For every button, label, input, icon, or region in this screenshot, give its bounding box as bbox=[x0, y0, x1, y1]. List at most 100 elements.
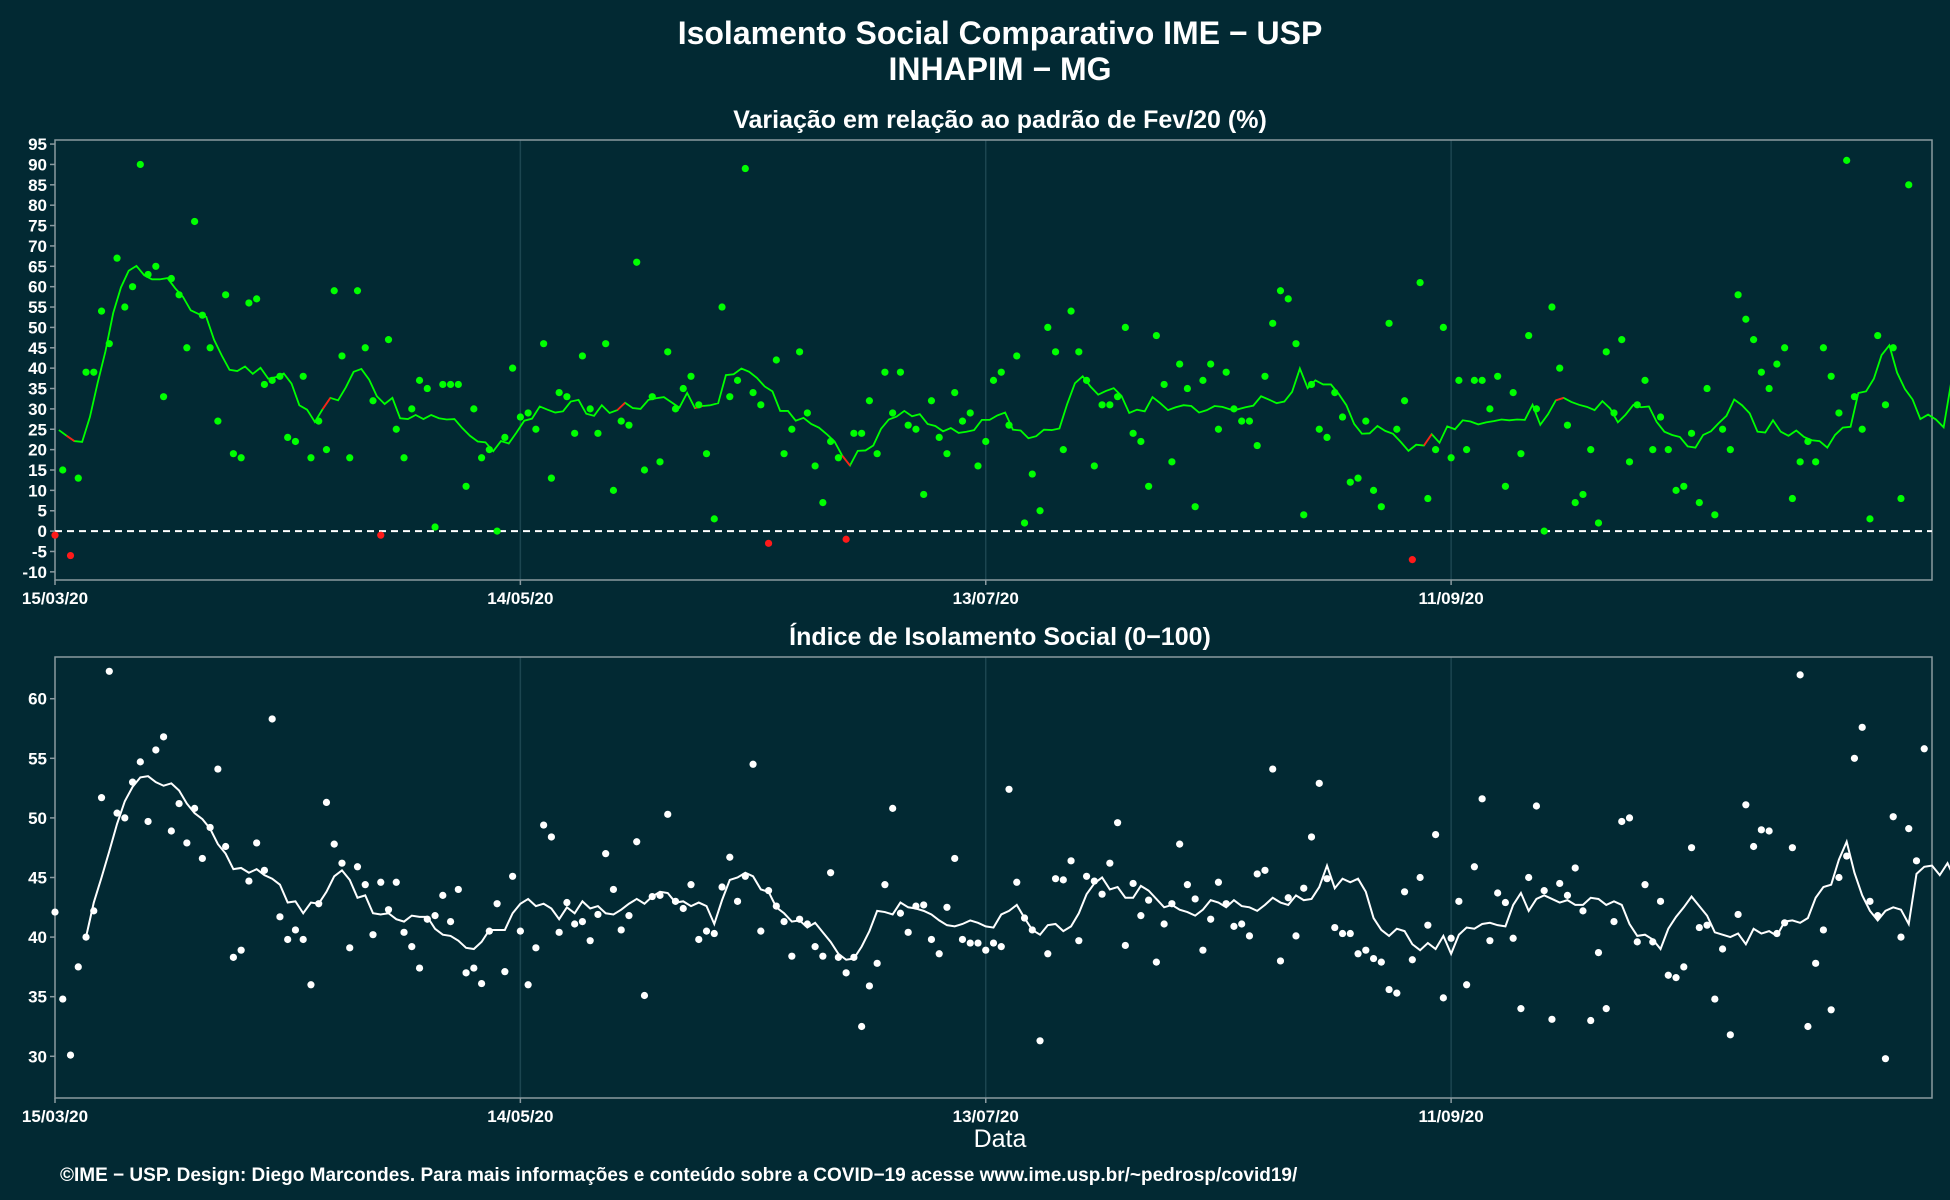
moving-average-line bbox=[58, 264, 1950, 468]
data-point bbox=[1323, 875, 1331, 883]
data-point bbox=[1633, 401, 1641, 409]
data-point bbox=[741, 164, 749, 173]
data-point bbox=[896, 368, 905, 376]
data-point bbox=[1649, 446, 1657, 454]
data-point bbox=[1478, 795, 1486, 803]
data-point bbox=[1168, 458, 1176, 466]
bottom-x-tick-label: 13/07/20 bbox=[953, 1107, 1019, 1126]
data-point bbox=[1788, 844, 1796, 852]
data-point bbox=[1672, 486, 1680, 494]
data-point bbox=[260, 380, 269, 389]
data-point bbox=[889, 409, 897, 417]
data-point bbox=[268, 376, 276, 384]
data-point bbox=[617, 417, 625, 425]
moving-average-line bbox=[85, 775, 1950, 961]
data-point bbox=[1897, 933, 1905, 941]
data-point bbox=[477, 454, 486, 462]
data-point bbox=[547, 474, 555, 482]
data-point bbox=[858, 1022, 866, 1031]
data-point bbox=[1680, 963, 1688, 971]
data-point bbox=[1207, 360, 1215, 368]
data-point bbox=[834, 953, 842, 961]
data-point bbox=[1307, 380, 1316, 389]
data-point bbox=[1703, 384, 1711, 393]
data-point bbox=[1718, 425, 1727, 433]
data-point bbox=[74, 963, 82, 971]
top-panel-border bbox=[54, 139, 1933, 581]
data-point bbox=[1594, 948, 1603, 957]
data-point bbox=[509, 364, 517, 372]
data-point bbox=[1773, 360, 1781, 368]
bottom-y-tick-label: 50 bbox=[28, 809, 47, 828]
data-point bbox=[144, 270, 152, 279]
data-point bbox=[1470, 376, 1478, 384]
data-point bbox=[1571, 864, 1579, 872]
bottom-y-tick-label: 60 bbox=[28, 690, 47, 709]
data-point bbox=[726, 393, 734, 401]
data-point bbox=[958, 417, 967, 425]
data-point bbox=[322, 446, 331, 454]
data-point bbox=[1067, 307, 1075, 315]
data-point bbox=[695, 401, 703, 409]
data-point bbox=[648, 393, 656, 401]
data-point bbox=[1517, 1005, 1525, 1013]
data-point bbox=[1525, 873, 1533, 882]
data-point bbox=[1238, 417, 1246, 425]
data-point bbox=[912, 425, 920, 433]
data-point bbox=[1214, 425, 1223, 433]
data-point bbox=[1113, 819, 1122, 827]
data-point bbox=[1765, 827, 1773, 835]
data-point bbox=[1036, 1037, 1044, 1045]
data-point bbox=[679, 904, 687, 913]
data-point bbox=[1486, 937, 1494, 945]
data-point bbox=[912, 902, 920, 910]
data-point bbox=[1222, 368, 1230, 376]
data-point bbox=[229, 953, 237, 961]
data-point bbox=[128, 778, 137, 786]
top-x-tick-label: 14/05/20 bbox=[487, 589, 553, 608]
data-point bbox=[338, 859, 346, 867]
data-point bbox=[1594, 519, 1603, 527]
data-point bbox=[276, 372, 284, 380]
footer-credit: ©IME − USP. Design: Diego Marcondes. Par… bbox=[60, 1165, 1298, 1186]
data-point bbox=[307, 981, 315, 989]
top-y-tick-label: 20 bbox=[28, 441, 47, 460]
data-point bbox=[493, 900, 501, 908]
data-point bbox=[997, 368, 1005, 376]
top-y-tick-label: 55 bbox=[28, 298, 47, 317]
data-point bbox=[90, 368, 98, 376]
top-x-tick-label: 15/03/20 bbox=[22, 589, 88, 608]
data-point bbox=[1835, 409, 1843, 417]
data-point bbox=[392, 878, 400, 886]
data-point bbox=[780, 918, 788, 926]
data-point bbox=[764, 887, 773, 895]
data-point bbox=[1261, 866, 1269, 874]
negative-data-point bbox=[764, 539, 773, 547]
data-point bbox=[571, 429, 579, 437]
data-point bbox=[710, 515, 718, 523]
data-point bbox=[245, 877, 253, 885]
data-point bbox=[1509, 388, 1517, 397]
data-point bbox=[1075, 937, 1083, 945]
data-point bbox=[1331, 388, 1339, 397]
top-y-tick-label: 70 bbox=[28, 237, 47, 256]
data-point bbox=[338, 352, 346, 360]
data-point bbox=[586, 937, 594, 945]
moving-average-negative-segment bbox=[66, 435, 75, 442]
top-y-tick-label: 85 bbox=[28, 176, 47, 195]
data-point bbox=[1051, 348, 1060, 356]
data-point bbox=[625, 912, 633, 920]
data-point bbox=[1804, 437, 1812, 446]
bottom-y-tick-label: 55 bbox=[28, 749, 47, 768]
data-point bbox=[175, 291, 183, 299]
data-point bbox=[664, 348, 672, 356]
data-point bbox=[904, 928, 912, 936]
data-point bbox=[1253, 870, 1261, 878]
data-point bbox=[524, 981, 532, 989]
data-point bbox=[1843, 156, 1851, 164]
data-point bbox=[1625, 458, 1634, 466]
data-point bbox=[1160, 380, 1168, 389]
data-point bbox=[1750, 336, 1758, 344]
data-point bbox=[1447, 934, 1455, 942]
